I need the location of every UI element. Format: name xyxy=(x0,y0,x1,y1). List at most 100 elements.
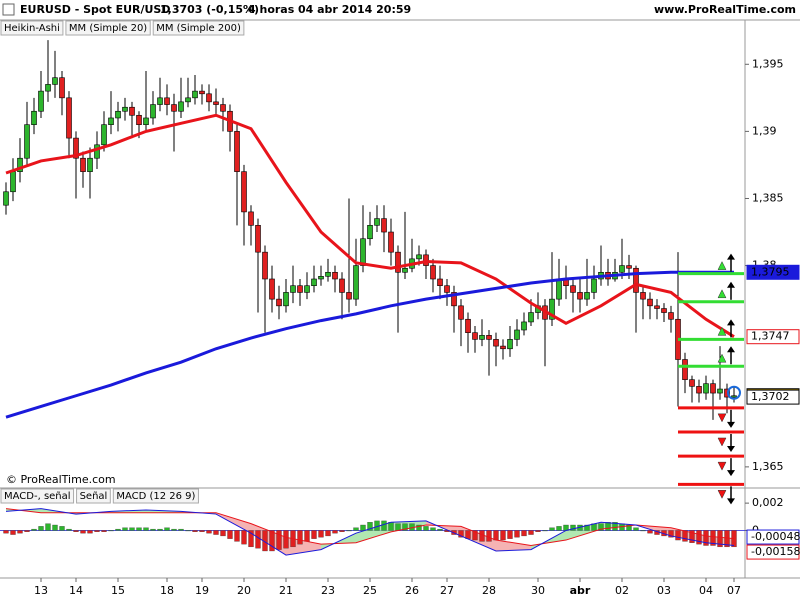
candle-body xyxy=(143,117,149,125)
candle-body xyxy=(178,101,184,112)
macd-histogram-bar xyxy=(164,527,170,531)
target-arrow xyxy=(717,261,727,270)
candle-body xyxy=(108,117,114,125)
price-label-box xyxy=(746,529,800,545)
target-arrow xyxy=(717,413,727,423)
quote: 1,3703 (-0,15%) xyxy=(160,3,259,16)
candle-body xyxy=(199,90,205,95)
candle-body xyxy=(269,278,275,300)
macd-histogram-bar xyxy=(108,530,114,532)
candle-body xyxy=(80,157,86,172)
candle-body xyxy=(507,339,513,350)
candle-body xyxy=(318,276,324,280)
candle-body xyxy=(493,339,499,347)
macd-histogram-bar xyxy=(696,530,702,545)
x-tick-label: 07 xyxy=(727,584,741,597)
candle-body xyxy=(276,298,282,307)
macd-histogram-bar xyxy=(381,520,387,531)
macd-histogram-bar xyxy=(367,522,373,531)
candle-body xyxy=(528,312,534,323)
candle-body xyxy=(731,395,737,398)
macd-histogram-bar xyxy=(430,527,436,531)
candle-body xyxy=(220,104,226,112)
macd-histogram-bar xyxy=(241,530,247,545)
macd-histogram-bar xyxy=(220,530,226,537)
candle-body xyxy=(311,278,317,287)
x-tick-label: 15 xyxy=(111,584,125,597)
candle-body xyxy=(640,292,646,300)
candle-body xyxy=(171,104,177,112)
macd-histogram-bar xyxy=(493,530,499,541)
target-arrow xyxy=(717,326,727,336)
macd-histogram-bar xyxy=(3,530,9,534)
x-tick-label: 04 xyxy=(699,584,713,597)
macd-histogram-bar xyxy=(143,527,149,531)
price-label: 1,3747 xyxy=(751,330,790,343)
candle-body xyxy=(654,305,660,309)
candle-body xyxy=(3,191,9,206)
macd-histogram-bar xyxy=(304,530,310,542)
target-arrow-head xyxy=(727,470,735,477)
macd-histogram-bar xyxy=(66,528,72,531)
macd-histogram-bar xyxy=(647,530,653,534)
target-arrow-head xyxy=(727,253,735,260)
macd-histogram-bar xyxy=(388,522,394,531)
candle-body xyxy=(549,298,555,320)
x-tick-label: 27 xyxy=(440,584,454,597)
macd-histogram-bar xyxy=(94,530,100,532)
y-tick-label: 1,39 xyxy=(752,124,777,137)
macd-histogram-bar xyxy=(325,530,331,537)
candle-body xyxy=(192,90,198,99)
target-arrow-head xyxy=(727,498,735,505)
macd-histogram-bar xyxy=(255,530,261,549)
candle-body xyxy=(346,292,352,300)
site: www.ProRealTime.com xyxy=(654,3,796,16)
price-label: -0,00158 xyxy=(751,545,800,558)
macd-histogram-bar xyxy=(479,530,485,542)
macd-histogram-bar xyxy=(80,530,86,534)
candle-body xyxy=(45,84,51,92)
macd-histogram-bar xyxy=(584,524,590,531)
price-label-box xyxy=(746,264,800,280)
legend-box xyxy=(65,20,151,36)
legend-box xyxy=(0,20,64,36)
macd-histogram-bar xyxy=(311,530,317,539)
macd-histogram-bar xyxy=(640,530,646,532)
macd-histogram-bar xyxy=(234,530,240,542)
macd-histogram-bar xyxy=(136,527,142,531)
moving-average xyxy=(5,113,735,338)
macd-histogram-bar xyxy=(598,523,604,531)
x-tick-label: 14 xyxy=(69,584,83,597)
candle-body xyxy=(619,265,625,273)
candle-body xyxy=(514,329,520,340)
macd-histogram-bar xyxy=(612,522,618,531)
candle-body xyxy=(724,388,730,398)
candle-body xyxy=(668,312,674,320)
price-label: -0,00048 xyxy=(751,530,800,543)
macd-histogram-bar xyxy=(605,522,611,531)
menu-icon[interactable] xyxy=(2,3,15,16)
candle-body xyxy=(241,171,247,213)
price-label-box xyxy=(746,544,800,560)
macd-histogram-bar xyxy=(178,528,184,531)
candle-body xyxy=(185,97,191,103)
macd-histogram-bar xyxy=(185,530,191,532)
candle-body xyxy=(213,101,219,105)
candle-body xyxy=(479,335,485,340)
macd-histogram-bar xyxy=(486,530,492,542)
macd-histogram-bar xyxy=(38,526,44,531)
candle-body xyxy=(472,332,478,340)
x-tick-label: 13 xyxy=(34,584,48,597)
macd-histogram-bar xyxy=(17,530,23,534)
candle-body xyxy=(136,114,142,125)
target-arrow-head xyxy=(727,346,735,353)
candle-body xyxy=(633,267,639,293)
macd-fill xyxy=(496,540,531,551)
candle-body xyxy=(66,97,72,139)
candle-body xyxy=(332,271,338,280)
macd-line xyxy=(5,508,735,547)
candle-body xyxy=(24,124,30,159)
candle-body xyxy=(115,110,121,119)
candle-body xyxy=(94,144,100,159)
macd-histogram-bar xyxy=(633,527,639,531)
